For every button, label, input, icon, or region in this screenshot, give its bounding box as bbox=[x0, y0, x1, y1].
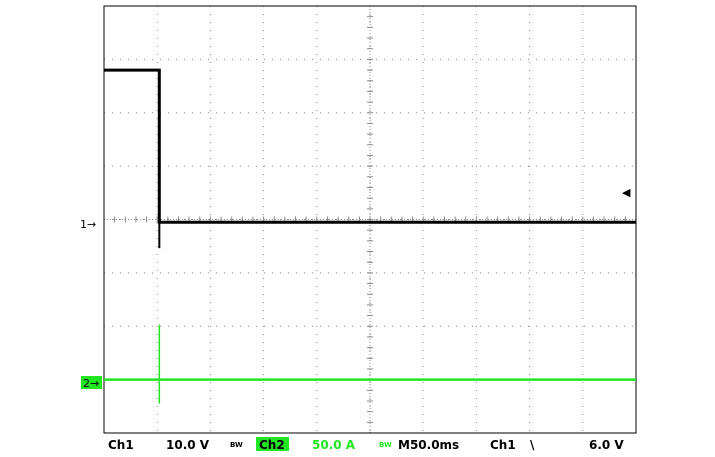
trigger-level-marker: ◀ bbox=[622, 186, 631, 199]
trigger-slope-icon: \ bbox=[530, 438, 535, 452]
ch2-bandwidth-limit: BW bbox=[379, 441, 392, 449]
ch1-scale: 10.0 V bbox=[166, 438, 210, 452]
trigger-source: Ch1 bbox=[490, 438, 516, 452]
ch2-ground-marker: 2→ bbox=[83, 377, 99, 390]
trace-ch1 bbox=[104, 68, 636, 224]
ch2-label-bg bbox=[256, 437, 289, 451]
ch1-label: Ch1 bbox=[108, 438, 134, 452]
graticule-frame bbox=[103, 5, 637, 434]
traces bbox=[104, 68, 636, 404]
trigger-level: 6.0 V bbox=[589, 438, 624, 452]
ch2-scale: 50.0 A bbox=[312, 438, 356, 452]
channel-markers: 1→ 2→ ◀ bbox=[80, 186, 631, 390]
ch1-bandwidth-limit: BW bbox=[230, 441, 243, 449]
status-bar: Ch1 10.0 V BW Ch2 50.0 A BW M50.0ms Ch1 … bbox=[108, 437, 624, 452]
timebase-readout: M50.0ms bbox=[398, 438, 459, 452]
ch2-label: Ch2 bbox=[259, 438, 285, 452]
ch2-ground-marker-bg bbox=[81, 376, 102, 389]
ch1-ground-marker: 1→ bbox=[80, 218, 96, 231]
